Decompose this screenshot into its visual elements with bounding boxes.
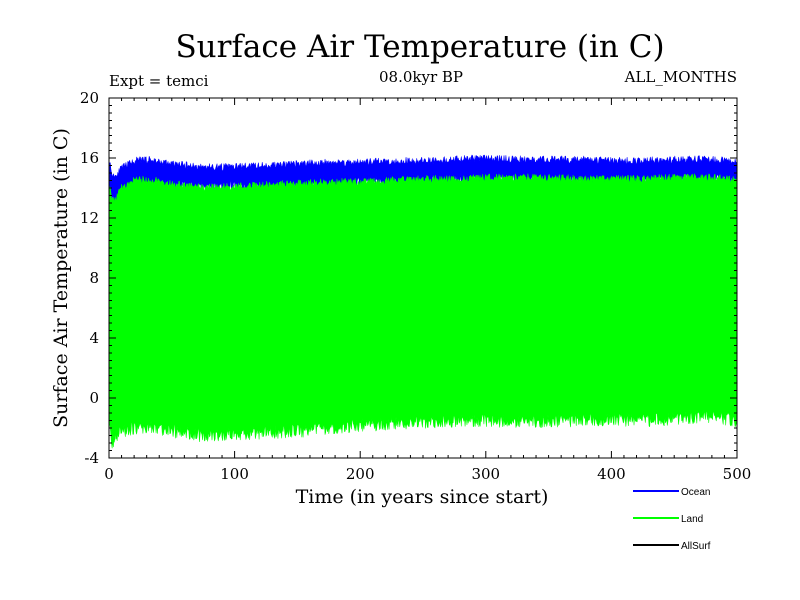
y-tick-label: 12 xyxy=(80,209,99,227)
experiment-label: Expt = temci xyxy=(109,72,209,90)
y-tick-label: 8 xyxy=(89,269,99,287)
chart-title: Surface Air Temperature (in C) xyxy=(175,29,664,65)
x-tick-label: 400 xyxy=(597,465,626,483)
series-land-band xyxy=(108,173,738,449)
axis-ticks xyxy=(108,97,738,459)
legend-label-land: Land xyxy=(681,514,703,525)
axis-tick-labels: 0 100 200 300 400 500 -4 0 4 8 12 16 20 xyxy=(80,89,751,483)
x-tick-label: 100 xyxy=(220,465,249,483)
y-tick-label: 20 xyxy=(80,89,99,107)
x-tick-label: 0 xyxy=(104,465,114,483)
x-tick-label: 300 xyxy=(471,465,500,483)
x-axis-label: Time (in years since start) xyxy=(296,486,549,508)
y-tick-label: 0 xyxy=(89,389,99,407)
legend: Ocean Land AllSurf xyxy=(633,487,711,552)
y-tick-label: 16 xyxy=(80,149,99,167)
y-tick-label: -4 xyxy=(84,449,99,467)
period-label: 08.0kyr BP xyxy=(379,68,463,86)
plot-series xyxy=(108,154,738,449)
legend-label-ocean: Ocean xyxy=(681,487,710,498)
x-tick-label: 200 xyxy=(346,465,375,483)
months-label: ALL_MONTHS xyxy=(624,68,737,86)
y-axis-label: Surface Air Temperature (in C) xyxy=(50,128,72,428)
y-tick-label: 4 xyxy=(89,329,99,347)
legend-label-allsurf: AllSurf xyxy=(681,541,711,552)
x-tick-label: 500 xyxy=(723,465,752,483)
